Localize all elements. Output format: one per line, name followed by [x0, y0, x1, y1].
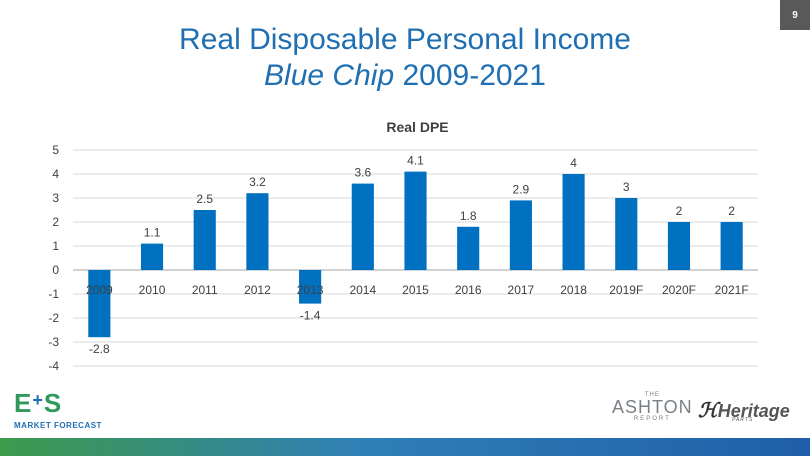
ashton-name: ASHTON: [612, 397, 693, 417]
data-label: 4.1: [407, 154, 424, 168]
data-label: 3.2: [249, 175, 266, 189]
x-tick-label: 2014: [349, 283, 376, 297]
heritage-sub: PARTS: [732, 417, 754, 423]
es-logo-plus: +: [32, 390, 43, 410]
data-label: -1.4: [300, 309, 321, 323]
data-label: 3.6: [354, 166, 371, 180]
x-tick-label: 2019F: [609, 283, 643, 297]
chart-title: Real DPE: [386, 119, 448, 135]
y-tick-label: -2: [48, 311, 59, 325]
data-label: 1.1: [144, 226, 161, 240]
data-label: 2: [676, 204, 683, 218]
x-tick-label: 2017: [508, 283, 535, 297]
bar: [246, 193, 269, 270]
heritage-name: Heritage: [717, 401, 790, 421]
es-logo-subtitle: MARKET FORECAST: [14, 421, 102, 430]
y-tick-label: 0: [52, 263, 59, 277]
x-tick-label: 2013: [297, 283, 324, 297]
x-tick-label: 2009: [86, 283, 113, 297]
y-tick-label: 2: [52, 215, 59, 229]
bar: [140, 243, 164, 270]
data-label: 1.8: [460, 209, 477, 223]
y-tick-label: -1: [48, 287, 59, 301]
slide-subtitle: Blue Chip 2009-2021: [0, 58, 810, 94]
ashton-the: THE: [644, 392, 660, 398]
bar: [193, 210, 216, 270]
bottom-gradient-bar: [0, 438, 810, 456]
data-label: -2.8: [89, 342, 110, 356]
x-tick-label: 2012: [244, 283, 271, 297]
y-tick-label: -4: [48, 359, 59, 373]
page-number: 9: [780, 0, 810, 30]
bar: [667, 222, 691, 270]
subtitle-italic: Blue Chip: [264, 59, 395, 92]
bar-chart: Real DPE -4 -3 -2 -1 0 1 2 3 4 5 -2.8 2009 1.1 2010 2.5…: [48, 119, 758, 373]
es-logo-e: E: [14, 388, 32, 418]
data-label: 2: [728, 204, 735, 218]
bar: [299, 270, 322, 304]
heritage-h-icon: ℋ: [698, 400, 718, 422]
y-tick-label: 1: [52, 239, 59, 253]
data-label: 3: [623, 180, 630, 194]
y-tick-label: 3: [52, 191, 59, 205]
bar: [88, 270, 111, 338]
x-tick-label: 2010: [139, 283, 166, 297]
data-label: 4: [570, 156, 577, 170]
subtitle-rest: 2009-2021: [394, 59, 546, 92]
ashton-sub: REPORT: [633, 416, 671, 422]
x-tick-label: 2015: [402, 283, 429, 297]
x-tick-label: 2011: [192, 283, 218, 297]
bar: [615, 198, 638, 270]
bar: [457, 226, 480, 270]
es-market-forecast-logo: E+S MARKET FORECAST: [14, 388, 102, 430]
x-tick-label: 2018: [560, 283, 587, 297]
x-tick-label: 2020F: [662, 283, 696, 297]
y-tick-label: 4: [52, 167, 59, 181]
ashton-report-logo: THE ASHTON REPORT: [612, 392, 693, 422]
bar: [509, 200, 532, 270]
slide-title: Real Disposable Personal Income: [179, 23, 631, 56]
bar: [404, 171, 427, 270]
heritage-parts-logo: ℋHeritage: [698, 398, 790, 423]
bar: [720, 222, 743, 270]
bar: [562, 174, 585, 270]
bar: [351, 183, 374, 270]
data-label: 2.9: [513, 182, 530, 196]
es-logo-s: S: [43, 388, 62, 418]
y-tick-label: 5: [52, 143, 59, 157]
y-tick-label: -3: [48, 335, 59, 349]
x-tick-label: 2016: [455, 283, 482, 297]
data-label: 2.5: [196, 192, 213, 206]
x-tick-label: 2021F: [715, 283, 749, 297]
